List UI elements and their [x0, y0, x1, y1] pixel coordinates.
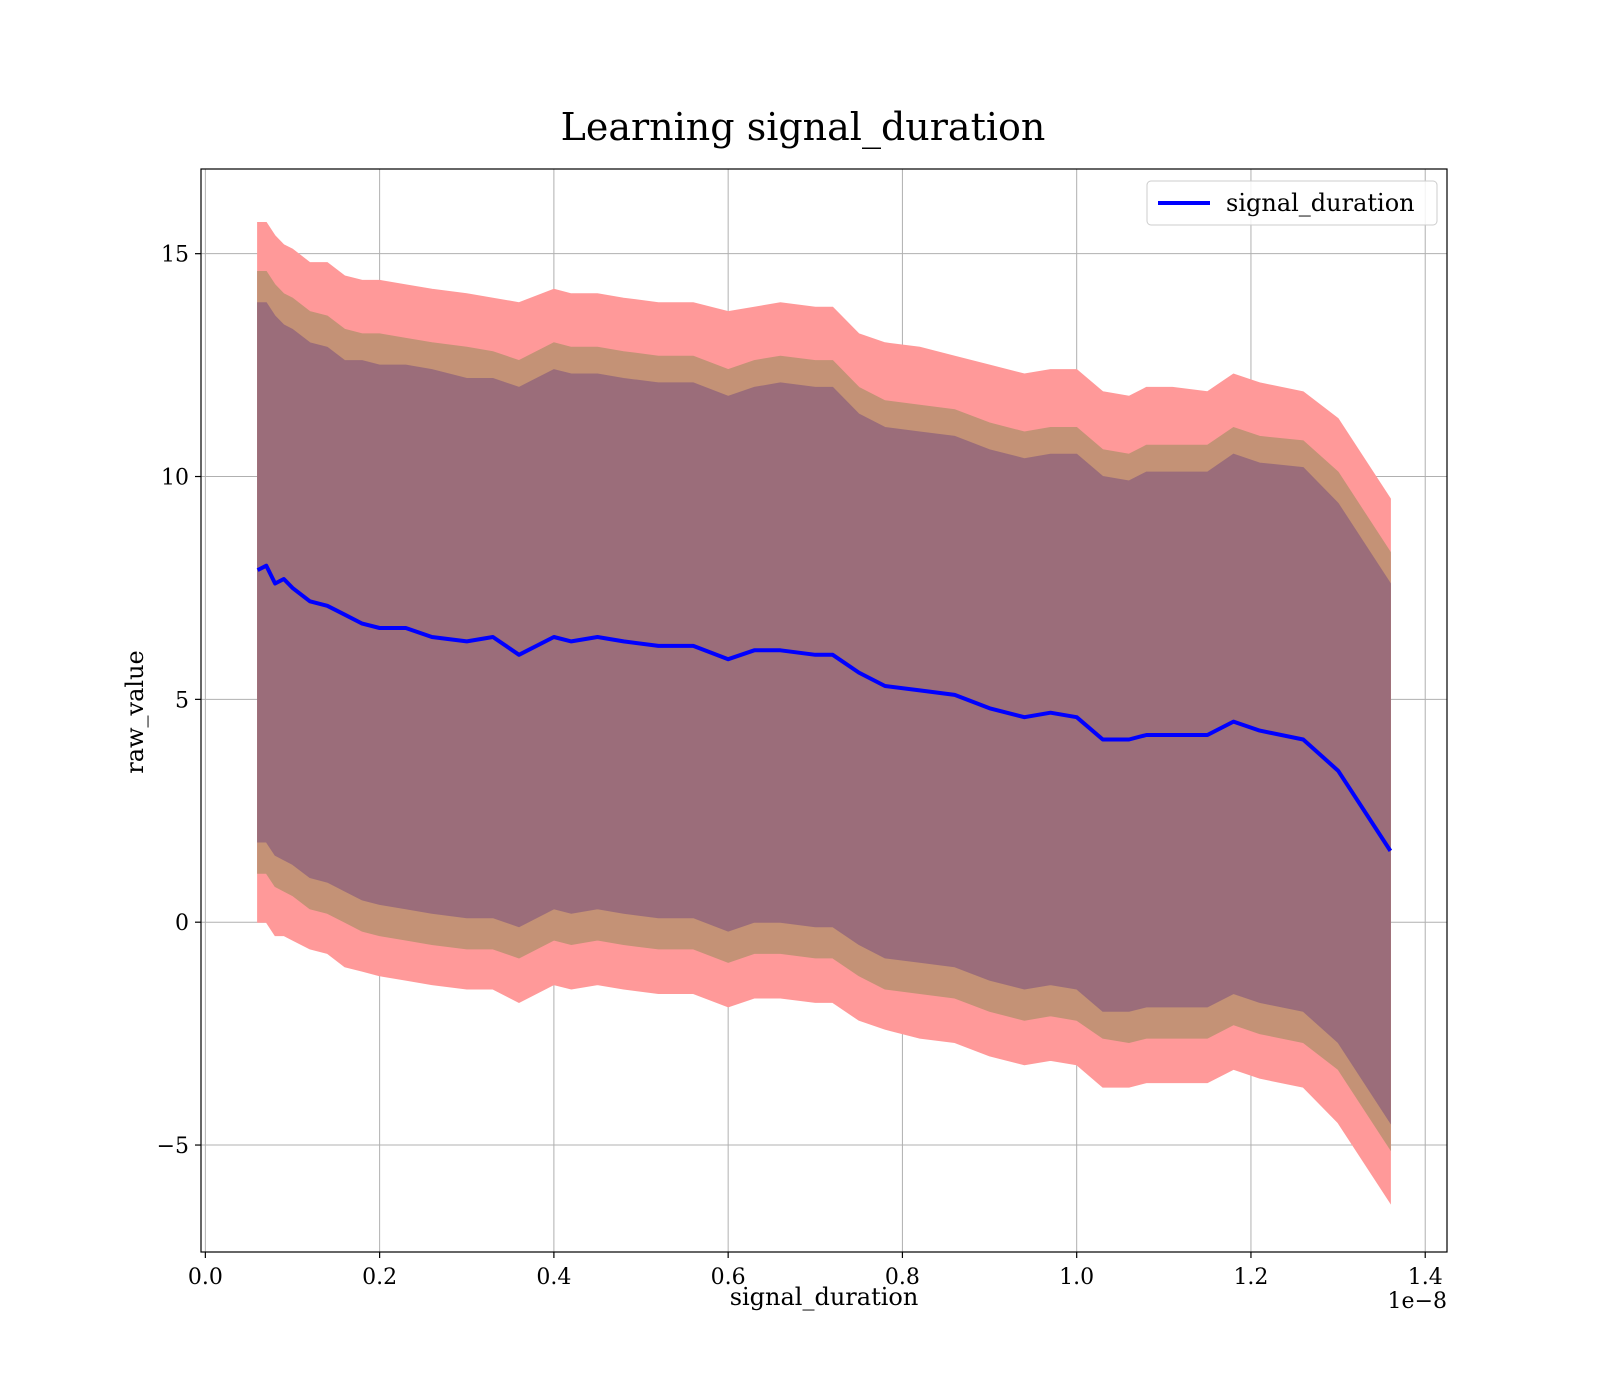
x-tick-label: 1.0 — [1059, 1265, 1094, 1290]
x-tick-label: 1.4 — [1408, 1265, 1443, 1290]
ticks: 0.0 0.2 0.4 0.6 0.8 1.0 1.2 1.4 −5 0 5 10 15 — [157, 243, 1443, 1290]
x-tick-label: 0.2 — [362, 1265, 397, 1290]
y-tick-label: −5 — [157, 1134, 189, 1159]
x-axis-offset-label: 1e−8 — [1388, 1289, 1447, 1314]
plot-frame — [200, 168, 1448, 1253]
legend: signal_duration — [1146, 180, 1438, 226]
legend-label: signal_duration — [1226, 189, 1415, 217]
y-axis-label: raw_value — [121, 650, 149, 774]
x-tick-label: 0.8 — [885, 1265, 920, 1290]
series-line — [256, 563, 1393, 852]
y-tick-label: 10 — [161, 466, 189, 491]
legend-box — [1146, 180, 1438, 226]
x-axis-label: signal_duration — [730, 1283, 919, 1311]
y-tick-label: 5 — [175, 688, 189, 713]
y-tick-label: 0 — [175, 911, 189, 936]
confidence-bands — [257, 222, 1391, 1205]
x-tick-label: 1.2 — [1233, 1265, 1268, 1290]
chart-title: Learning signal_duration — [561, 105, 1046, 150]
band-inner — [257, 302, 1391, 1125]
x-tick-label: 0.4 — [536, 1265, 571, 1290]
x-tick-label: 0.0 — [188, 1265, 223, 1290]
y-tick-label: 15 — [161, 243, 189, 268]
series-lines — [256, 563, 1393, 852]
x-tick-label: 0.6 — [711, 1265, 746, 1290]
